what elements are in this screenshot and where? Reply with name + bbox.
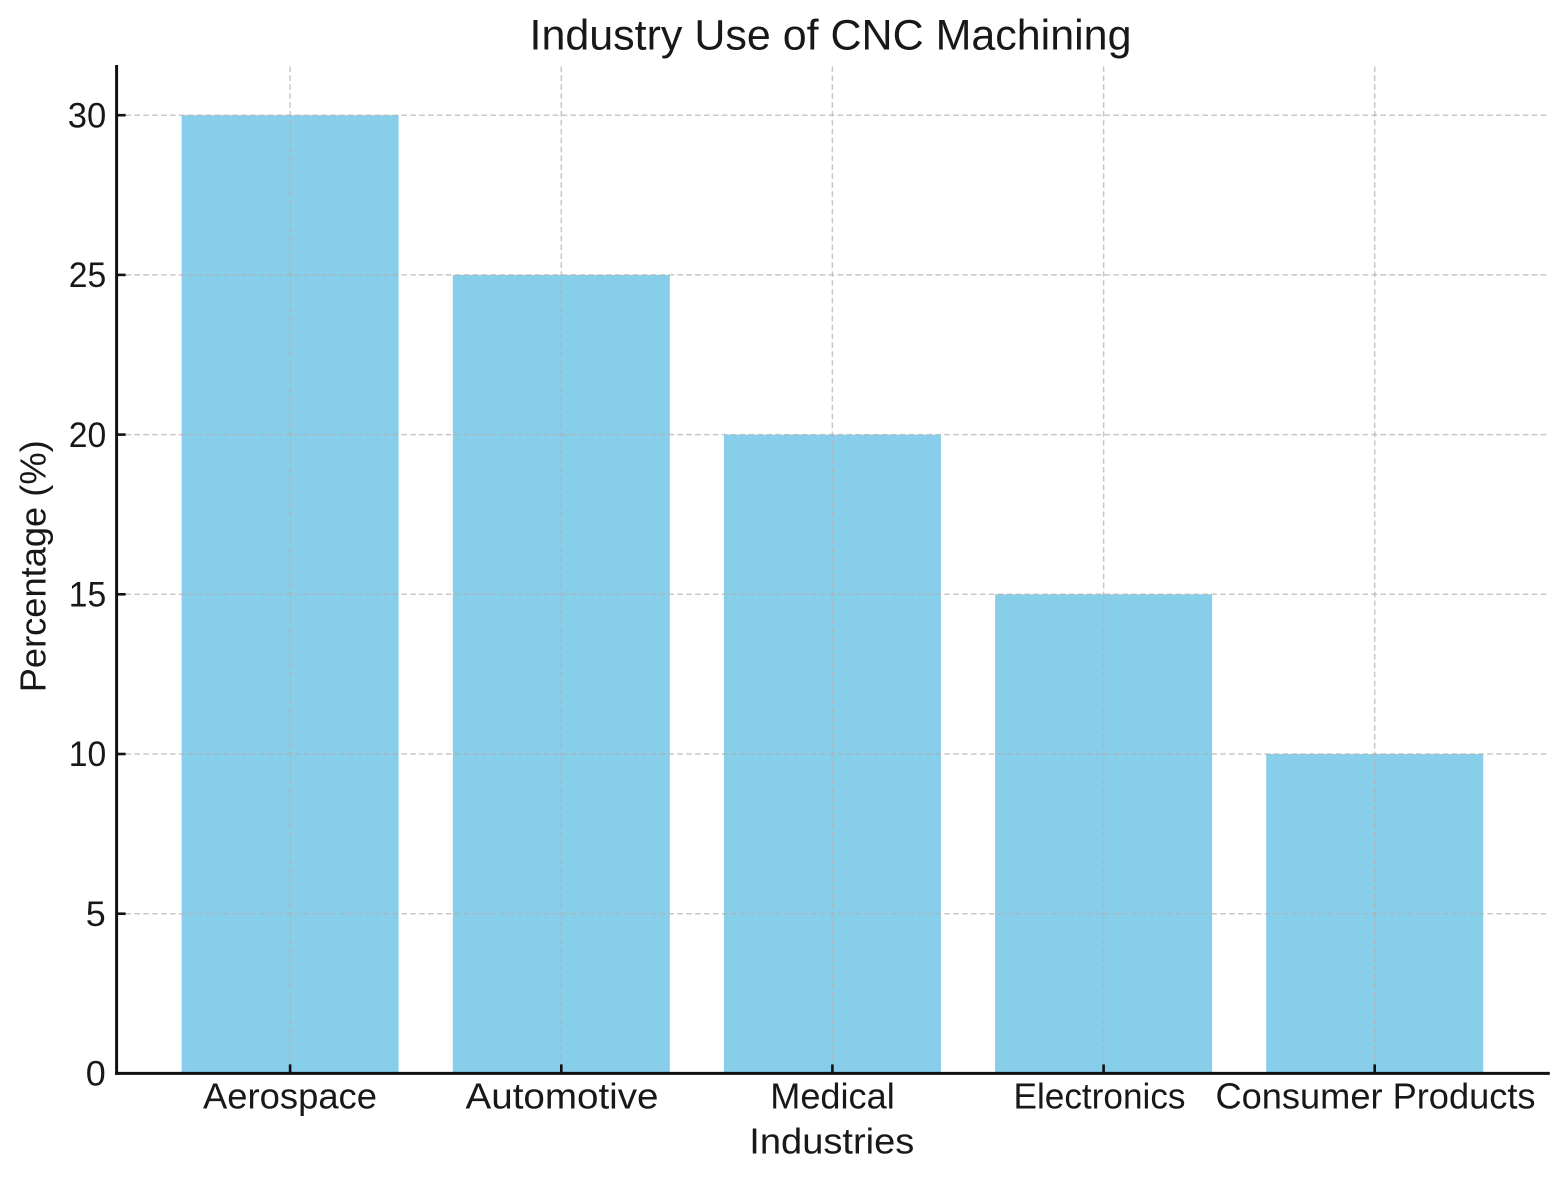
svg-text:Consumer Products: Consumer Products xyxy=(1216,1076,1536,1117)
svg-text:Aerospace: Aerospace xyxy=(203,1076,377,1117)
svg-text:30: 30 xyxy=(68,95,107,135)
svg-text:5: 5 xyxy=(86,894,106,934)
svg-text:0: 0 xyxy=(86,1054,106,1094)
svg-text:Industries: Industries xyxy=(749,1120,914,1161)
svg-text:15: 15 xyxy=(69,575,107,615)
svg-text:Electronics: Electronics xyxy=(1014,1076,1186,1117)
svg-text:Medical: Medical xyxy=(770,1076,895,1117)
svg-text:Percentage (%): Percentage (%) xyxy=(13,440,54,692)
svg-text:Automotive: Automotive xyxy=(466,1076,659,1117)
svg-text:25: 25 xyxy=(69,255,107,295)
svg-text:Industry Use of CNC Machining: Industry Use of CNC Machining xyxy=(530,12,1132,60)
svg-text:20: 20 xyxy=(69,415,107,455)
svg-text:10: 10 xyxy=(69,734,107,774)
